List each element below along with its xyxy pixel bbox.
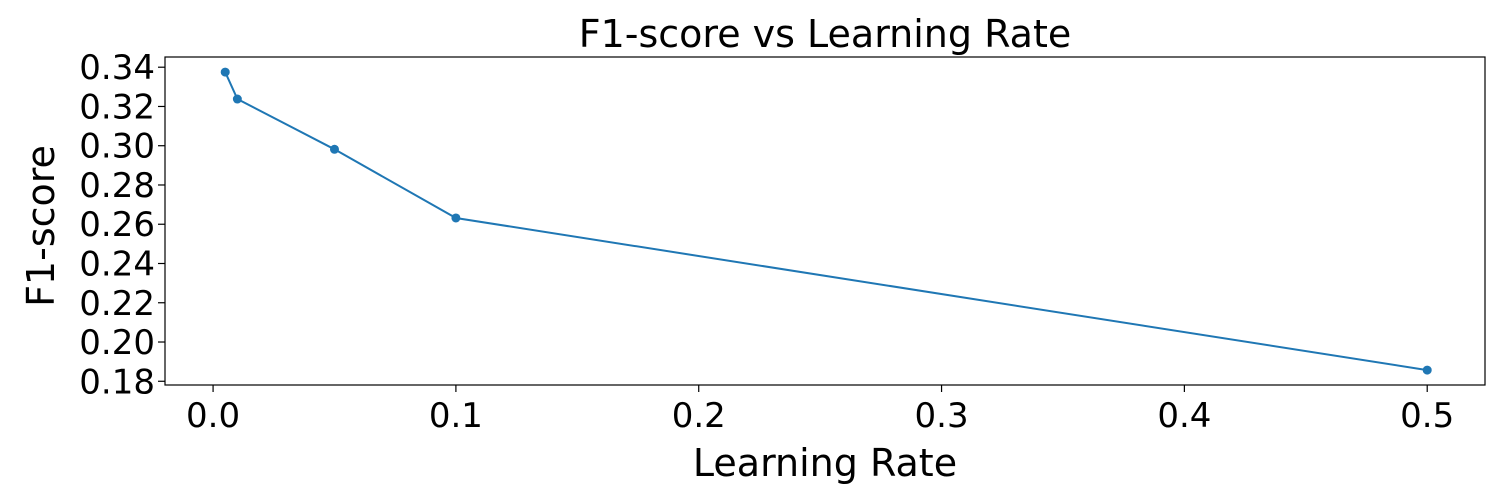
chart-title: F1-score vs Learning Rate — [579, 12, 1071, 56]
y-tick-label: 0.22 — [79, 284, 155, 324]
x-tick-label: 0.1 — [429, 396, 483, 436]
data-point — [1422, 365, 1432, 375]
data-point — [220, 67, 230, 77]
x-axis-label: Learning Rate — [693, 441, 957, 485]
y-tick-label: 0.18 — [79, 362, 155, 402]
y-tick-label: 0.26 — [79, 205, 155, 245]
x-axis: 0.0 0.1 0.2 0.3 0.4 0.5 — [186, 385, 1454, 436]
data-point — [232, 94, 242, 104]
y-axis-label: F1-score — [19, 145, 63, 307]
y-axis: 0.180.200.220.240.260.280.300.320.34 — [79, 48, 165, 402]
plot-area-frame — [164, 56, 1486, 386]
x-tick-label: 0.0 — [186, 396, 240, 436]
y-tick-label: 0.32 — [79, 87, 155, 127]
series-layer — [220, 67, 1432, 375]
y-tick-label: 0.34 — [79, 48, 155, 88]
y-tick-label: 0.20 — [79, 323, 155, 363]
data-point — [451, 213, 461, 223]
y-tick-label: 0.30 — [79, 127, 155, 167]
x-tick-label: 0.2 — [672, 396, 726, 436]
x-tick-label: 0.5 — [1400, 396, 1454, 436]
y-tick-label: 0.24 — [79, 244, 155, 284]
y-tick-label: 0.28 — [79, 166, 155, 206]
x-tick-label: 0.3 — [915, 396, 969, 436]
data-point — [329, 144, 339, 154]
series-line — [224, 71, 1428, 372]
x-tick-label: 0.4 — [1157, 396, 1211, 436]
